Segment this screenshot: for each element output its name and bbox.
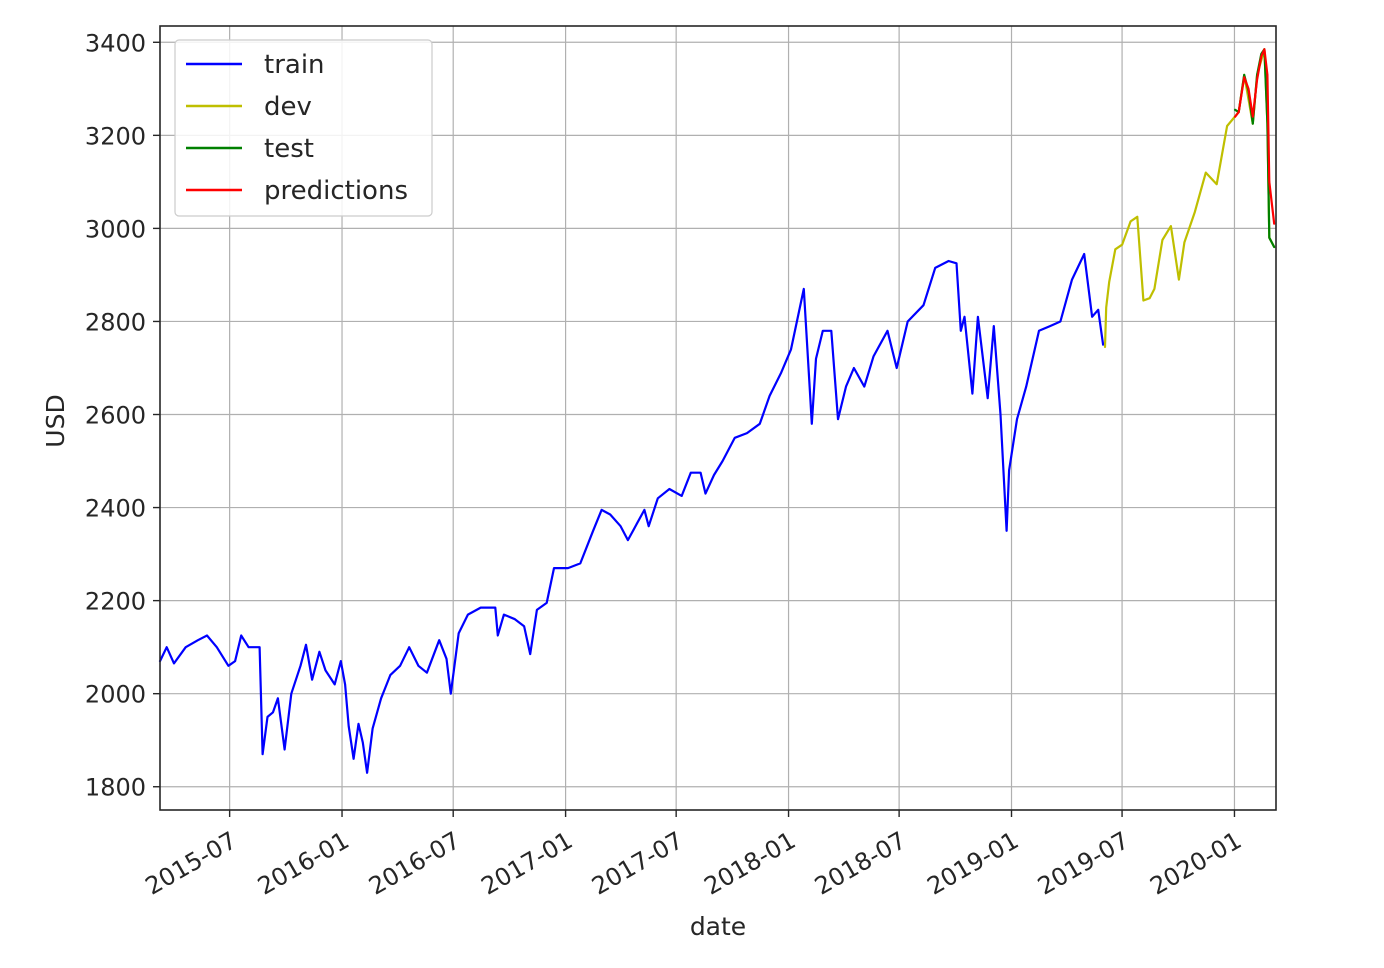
series-line-train xyxy=(158,252,1105,774)
legend-label-predictions: predictions xyxy=(264,176,408,206)
y-tick-label: 2600 xyxy=(85,402,146,430)
y-tick-label: 3000 xyxy=(85,215,146,243)
legend-frame xyxy=(174,39,433,217)
legend-label-test: test xyxy=(264,134,314,164)
legend-label-train: train xyxy=(264,50,325,80)
y-tick-label: 2000 xyxy=(85,681,146,709)
y-tick-label: 1800 xyxy=(85,774,146,802)
y-tick-label: 2800 xyxy=(85,308,146,336)
y-tick-label: 2200 xyxy=(85,588,146,616)
y-tick-label: 2400 xyxy=(85,495,146,523)
y-tick-label: 3200 xyxy=(85,122,146,150)
series-line-predictions xyxy=(1233,48,1276,225)
y-axis-label: USD xyxy=(41,394,70,447)
x-axis-label: date xyxy=(690,912,746,941)
y-axis: 1800 2000 2200 2400 2600 2800 3000 3200 3400 xyxy=(85,29,160,802)
legend-label-dev: dev xyxy=(264,92,312,122)
y-tick-label: 3400 xyxy=(85,29,146,57)
series-layer xyxy=(158,48,1276,774)
legend: train dev test predictions xyxy=(174,39,433,217)
axes-frame xyxy=(159,25,1277,811)
